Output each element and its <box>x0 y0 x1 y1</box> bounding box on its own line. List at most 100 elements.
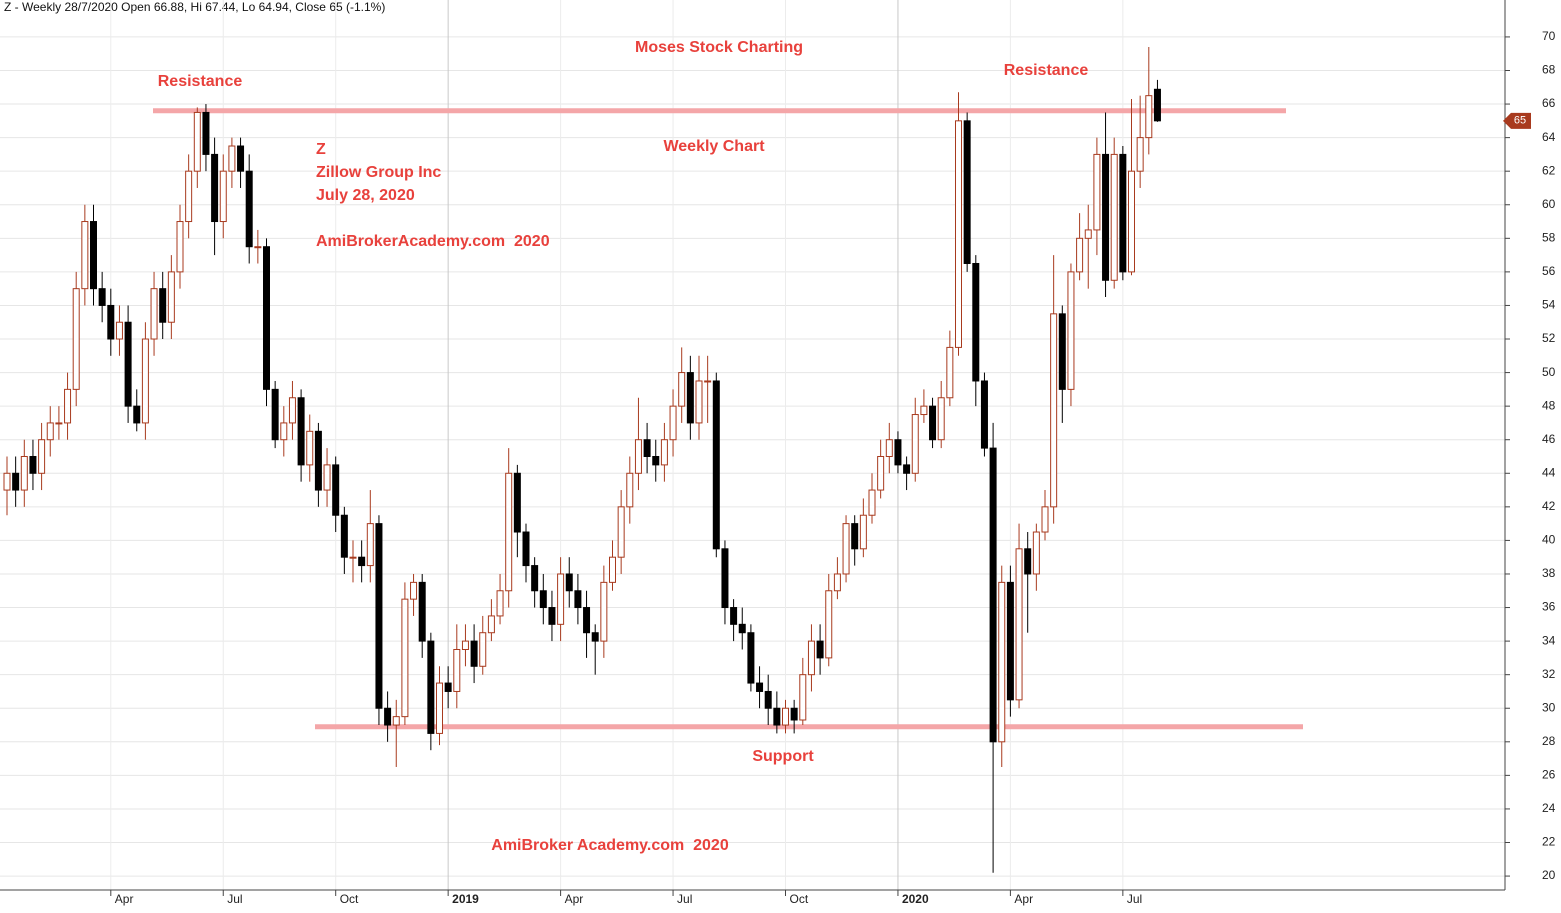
candle-body <box>634 439 642 474</box>
y-tick-label: 56 <box>1542 264 1556 278</box>
candle-body <box>989 447 997 743</box>
candle-body <box>1076 237 1084 273</box>
candle-body <box>998 581 1006 743</box>
candle-body <box>833 573 841 592</box>
candle-body <box>340 514 348 558</box>
candle-body <box>686 372 694 424</box>
candle-body <box>868 489 876 516</box>
candle-body <box>531 565 539 592</box>
candle-body <box>980 380 988 449</box>
y-tick-label: 58 <box>1542 230 1556 244</box>
candle-body <box>920 405 928 416</box>
x-tick-label: Oct <box>790 892 809 906</box>
candle-body <box>496 590 504 617</box>
candle-body <box>972 262 980 382</box>
y-tick-label: 50 <box>1542 365 1556 379</box>
y-tick-label: 26 <box>1542 768 1556 782</box>
candle-body <box>816 640 824 659</box>
candle-body <box>877 455 885 491</box>
candle-body <box>859 514 867 550</box>
candle-body <box>150 288 158 340</box>
candle-body <box>392 716 400 726</box>
y-tick-label: 34 <box>1542 633 1556 647</box>
candle-body <box>1058 313 1066 390</box>
candle-body <box>3 472 11 491</box>
candle-body <box>513 472 521 533</box>
candle-body <box>695 380 703 424</box>
candle-body <box>46 422 54 441</box>
candle-body <box>349 556 357 559</box>
candle-body <box>963 120 971 264</box>
candle-body <box>1032 531 1040 575</box>
candle-body <box>81 221 89 290</box>
candle-body <box>12 472 20 491</box>
candle-body <box>1015 548 1023 701</box>
y-tick-label: 46 <box>1542 432 1556 446</box>
candle-body <box>271 388 279 441</box>
candle-body <box>730 607 738 625</box>
candle-body <box>159 288 167 323</box>
candle-body <box>141 338 149 424</box>
candle-body <box>401 598 409 718</box>
candle-body <box>444 682 452 692</box>
candle-body <box>219 170 227 223</box>
candle-body <box>410 581 418 600</box>
candle-body <box>306 430 314 466</box>
candle-body <box>903 464 911 474</box>
x-tick-label: Jul <box>677 892 692 906</box>
y-tick-label: 28 <box>1542 734 1556 748</box>
candle-body <box>539 590 547 609</box>
annotation: Resistance <box>158 73 243 90</box>
candle-body <box>254 246 262 249</box>
candle-body <box>1110 153 1118 281</box>
candle-body <box>704 380 712 383</box>
annotation: AmiBroker Academy.com 2020 <box>491 837 729 854</box>
candle-body <box>20 455 28 491</box>
x-tick-label: Jul <box>227 892 242 906</box>
y-tick-label: 44 <box>1542 465 1556 479</box>
candle-body <box>461 640 469 651</box>
candle-body <box>1128 170 1135 273</box>
x-tick-label: 2019 <box>452 892 479 906</box>
candle-body <box>228 145 236 172</box>
candle-body <box>427 640 435 734</box>
y-tick-label: 24 <box>1542 801 1556 815</box>
x-tick-label: Oct <box>340 892 359 906</box>
y-tick-label: 42 <box>1542 499 1556 513</box>
candle-body <box>1006 581 1014 701</box>
x-tick-label: Apr <box>115 892 134 906</box>
chart-subtitle: Z - Weekly 28/7/2020 Open 66.88, Hi 67.4… <box>4 0 385 14</box>
candle-body <box>185 170 193 223</box>
chart-title: Moses Stock Charting <box>635 39 803 56</box>
candle-body <box>574 590 582 609</box>
candle-body <box>98 288 106 306</box>
candle-body <box>721 548 729 609</box>
candle-body <box>825 590 833 659</box>
x-tick-label: Apr <box>1014 892 1033 906</box>
candle-body <box>237 145 245 172</box>
x-tick-label: 2020 <box>902 892 929 906</box>
candle-body <box>332 464 340 516</box>
candle-body <box>297 397 305 466</box>
candle-body <box>263 246 270 390</box>
candle-body <box>1153 88 1161 122</box>
candle-body <box>678 372 686 407</box>
candle-body <box>583 607 591 634</box>
candle-body <box>1102 153 1110 281</box>
y-tick-label: 66 <box>1542 96 1556 110</box>
candle-body <box>38 439 46 474</box>
candle-body <box>176 221 184 273</box>
y-tick-label: 54 <box>1542 298 1556 312</box>
candle-body <box>72 288 80 390</box>
candle-body <box>505 472 513 592</box>
candle-body <box>894 439 902 466</box>
candle-body <box>280 422 288 441</box>
annotation: Z <box>316 141 326 158</box>
candle-body <box>790 707 798 721</box>
candle-body <box>1050 313 1058 508</box>
candle-body <box>55 422 63 425</box>
candle-body <box>90 221 97 290</box>
candle-body <box>453 649 461 692</box>
